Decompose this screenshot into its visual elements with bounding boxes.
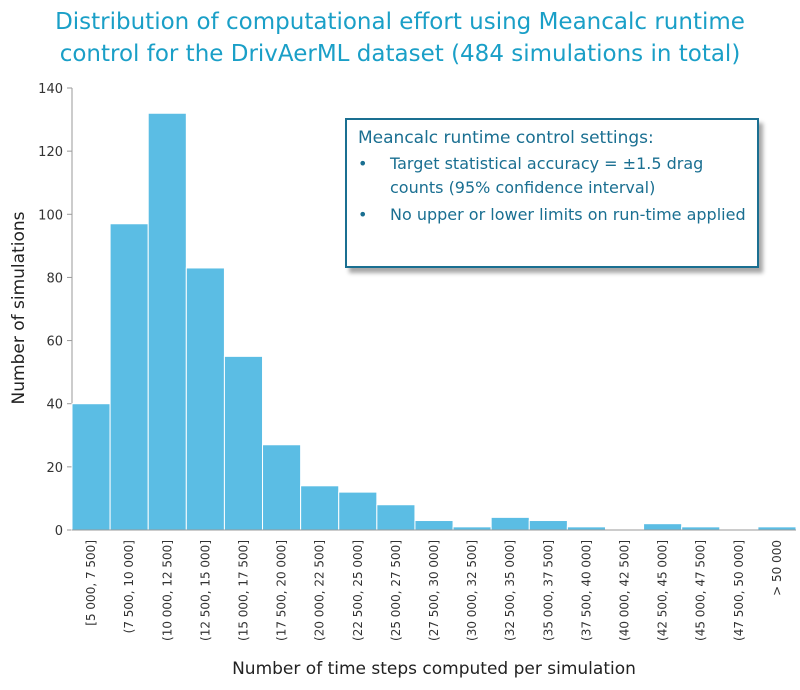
x-axis-label: Number of time steps computed per simula…: [232, 659, 636, 679]
x-axis: [5 000, 7 500] (7 500, 10 000] (10 000, 12…: [72, 529, 796, 641]
x-tick-label: (32 500, 35 000]: [503, 540, 517, 641]
x-tick-label: (22 500, 25 000]: [351, 540, 365, 641]
histogram-bar: [338, 491, 378, 531]
x-tick-label: (47 500, 50 000]: [732, 540, 746, 641]
x-tick-label: [5 000, 7 500]: [84, 540, 98, 626]
histogram-bar: [262, 444, 302, 531]
y-tick-label: 60: [46, 335, 63, 350]
histogram-bar: [185, 267, 225, 531]
y-tick-label: 80: [46, 271, 63, 286]
x-tick-label: (12 500, 15 000]: [198, 540, 212, 641]
info-box-item-text: Target statistical accuracy = ±1.5 drag …: [390, 154, 704, 197]
chart-title-line-1: Distribution of computational effort usi…: [55, 9, 745, 35]
info-box-item-text: No upper or lower limits on run-time app…: [390, 205, 746, 224]
histogram-bar: [300, 485, 340, 531]
x-tick-label: (20 000, 22 500]: [313, 540, 327, 641]
x-tick-label: (37 500, 40 000]: [579, 540, 593, 641]
settings-info-box: Meancalc runtime control settings: • Tar…: [345, 118, 759, 268]
y-tick-label: 20: [46, 461, 63, 476]
histogram-bar: [223, 355, 264, 531]
chart-title-line-2: control for the DrivAerML dataset (484 s…: [59, 41, 741, 67]
histogram-bar: [147, 112, 187, 531]
x-tick-label: (7 500, 10 000]: [122, 540, 136, 633]
y-tick-label: 140: [38, 82, 63, 97]
x-tick-label: > 50 000: [770, 540, 784, 596]
histogram-bar: [376, 504, 416, 531]
bullet-icon: •: [358, 154, 368, 173]
x-tick-label: (25 000, 27 500]: [389, 540, 403, 641]
histogram-bar: [414, 520, 454, 531]
y-tick-label: 120: [38, 145, 63, 160]
info-box-item: • No upper or lower limits on run-time a…: [358, 203, 747, 227]
histogram-bar: [528, 520, 568, 531]
x-tick-label: (30 000, 32 500]: [465, 540, 479, 641]
y-axis-label: Number of simulations: [9, 211, 29, 404]
bullet-icon: •: [358, 205, 368, 224]
x-tick-label: (42 500, 45 000]: [656, 540, 670, 641]
y-tick-label: 40: [46, 398, 63, 413]
y-axis: 0 20 40 60 80 100 120 140: [38, 82, 73, 539]
x-tick-label: (15 000, 17 500]: [236, 540, 250, 641]
histogram-bar: [109, 223, 149, 531]
histogram-bar: [490, 516, 530, 531]
x-tick-label: (40 000, 42 500]: [618, 540, 632, 641]
x-tick-label: (17 500, 20 000]: [275, 540, 289, 641]
info-box-item: • Target statistical accuracy = ±1.5 dra…: [358, 152, 747, 200]
histogram-bar: [71, 403, 111, 531]
info-box-heading: Meancalc runtime control settings:: [358, 128, 654, 148]
x-tick-label: (35 000, 37 500]: [541, 540, 555, 641]
x-tick-label: (10 000, 12 500]: [160, 540, 174, 641]
histogram-bar: [643, 523, 683, 531]
info-box-list: • Target statistical accuracy = ±1.5 dra…: [358, 152, 747, 227]
bars: [71, 112, 797, 531]
y-tick-label: 100: [38, 208, 63, 223]
x-tick-label: (45 000, 47 500]: [694, 540, 708, 641]
x-tick-label: (27 500, 30 000]: [427, 540, 441, 641]
y-tick-label: 0: [55, 524, 63, 539]
